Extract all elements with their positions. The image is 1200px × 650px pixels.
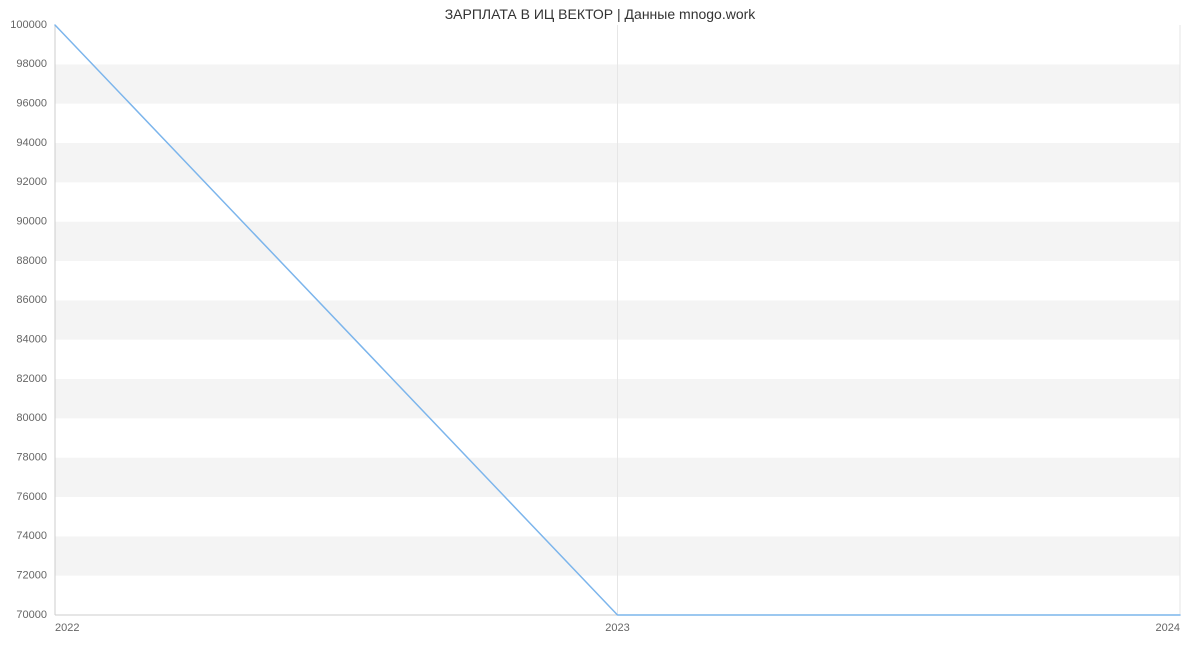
y-tick-label: 82000: [16, 373, 47, 385]
x-tick-label: 2024: [1156, 622, 1180, 634]
y-tick-label: 74000: [16, 530, 47, 542]
x-tick-label: 2022: [55, 622, 79, 634]
y-tick-label: 96000: [16, 98, 47, 110]
y-tick-label: 86000: [16, 294, 47, 306]
y-tick-label: 94000: [16, 137, 47, 149]
y-tick-label: 76000: [16, 491, 47, 503]
x-tick-label: 2023: [605, 622, 629, 634]
salary-line-chart: ЗАРПЛАТА В ИЦ ВЕКТОР | Данные mnogo.work…: [0, 0, 1200, 650]
y-tick-label: 90000: [16, 216, 47, 228]
y-tick-label: 70000: [16, 609, 47, 621]
y-tick-label: 98000: [16, 58, 47, 70]
y-tick-label: 88000: [16, 255, 47, 267]
y-tick-label: 84000: [16, 334, 47, 346]
y-tick-label: 80000: [16, 412, 47, 424]
chart-svg: 70000 72000 74000 76000 78000 80000 82000 84000…: [0, 0, 1200, 650]
chart-title: ЗАРПЛАТА В ИЦ ВЕКТОР | Данные mnogo.work: [0, 6, 1200, 22]
y-tick-label: 92000: [16, 176, 47, 188]
y-tick-label: 72000: [16, 570, 47, 582]
y-tick-label: 78000: [16, 452, 47, 464]
